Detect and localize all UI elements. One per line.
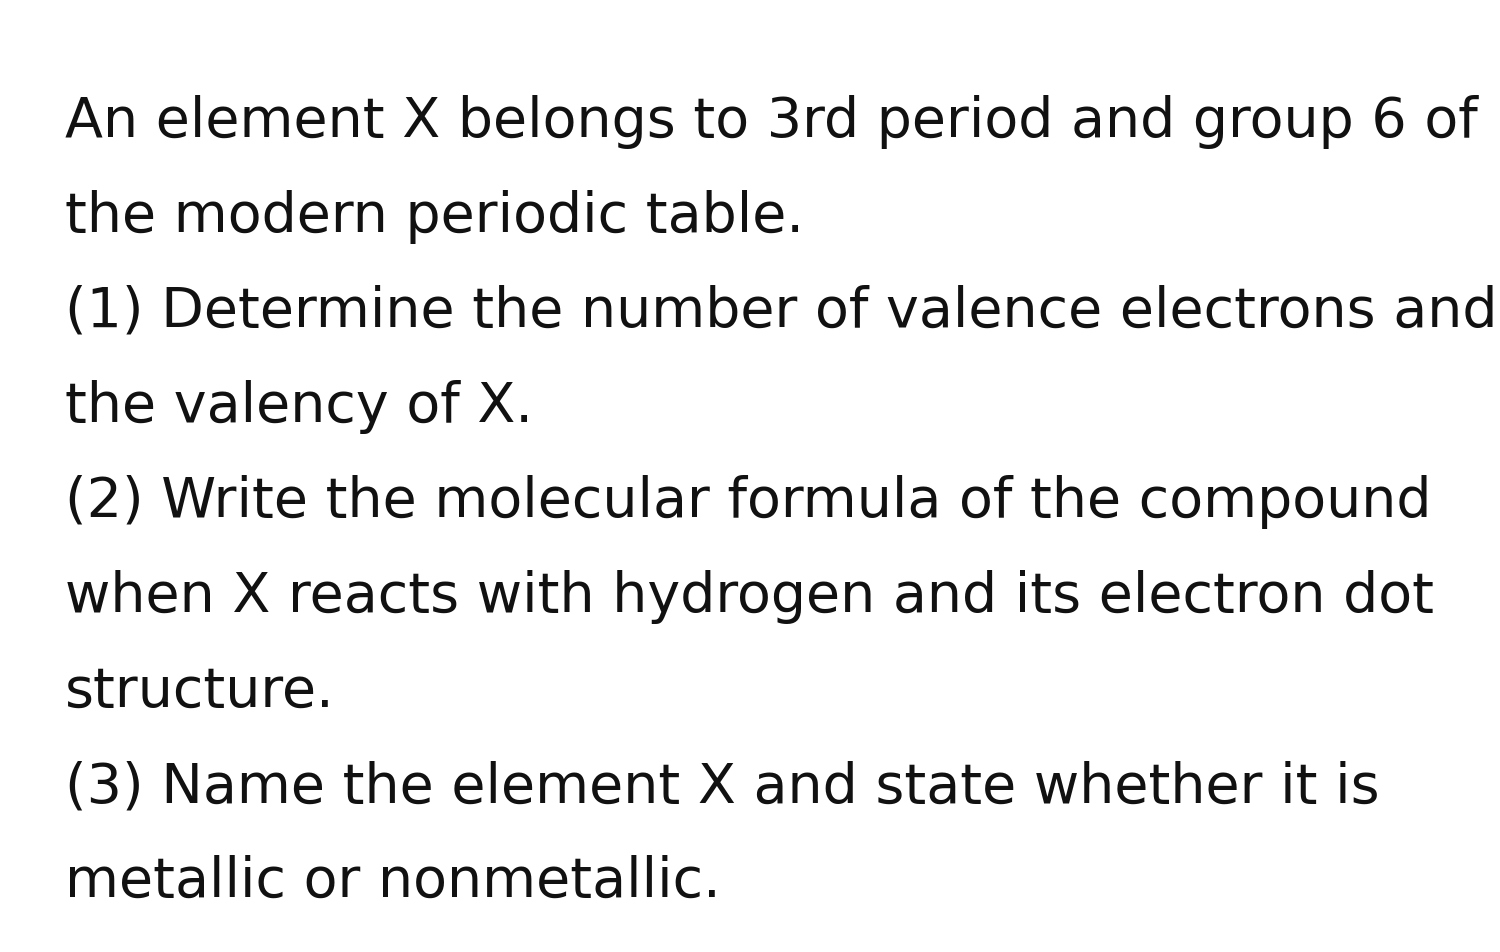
Text: the modern periodic table.: the modern periodic table. (64, 190, 804, 244)
Text: (2) Write the molecular formula of the compound: (2) Write the molecular formula of the c… (64, 475, 1431, 529)
Text: when X reacts with hydrogen and its electron dot: when X reacts with hydrogen and its elec… (64, 570, 1434, 624)
Text: (1) Determine the number of valence electrons and: (1) Determine the number of valence elec… (64, 285, 1497, 339)
Text: the valency of X.: the valency of X. (64, 380, 532, 434)
Text: structure.: structure. (64, 665, 334, 719)
Text: (3) Name the element X and state whether it is: (3) Name the element X and state whether… (64, 760, 1380, 814)
Text: metallic or nonmetallic.: metallic or nonmetallic. (64, 855, 720, 909)
Text: An element X belongs to 3rd period and group 6 of: An element X belongs to 3rd period and g… (64, 95, 1478, 149)
